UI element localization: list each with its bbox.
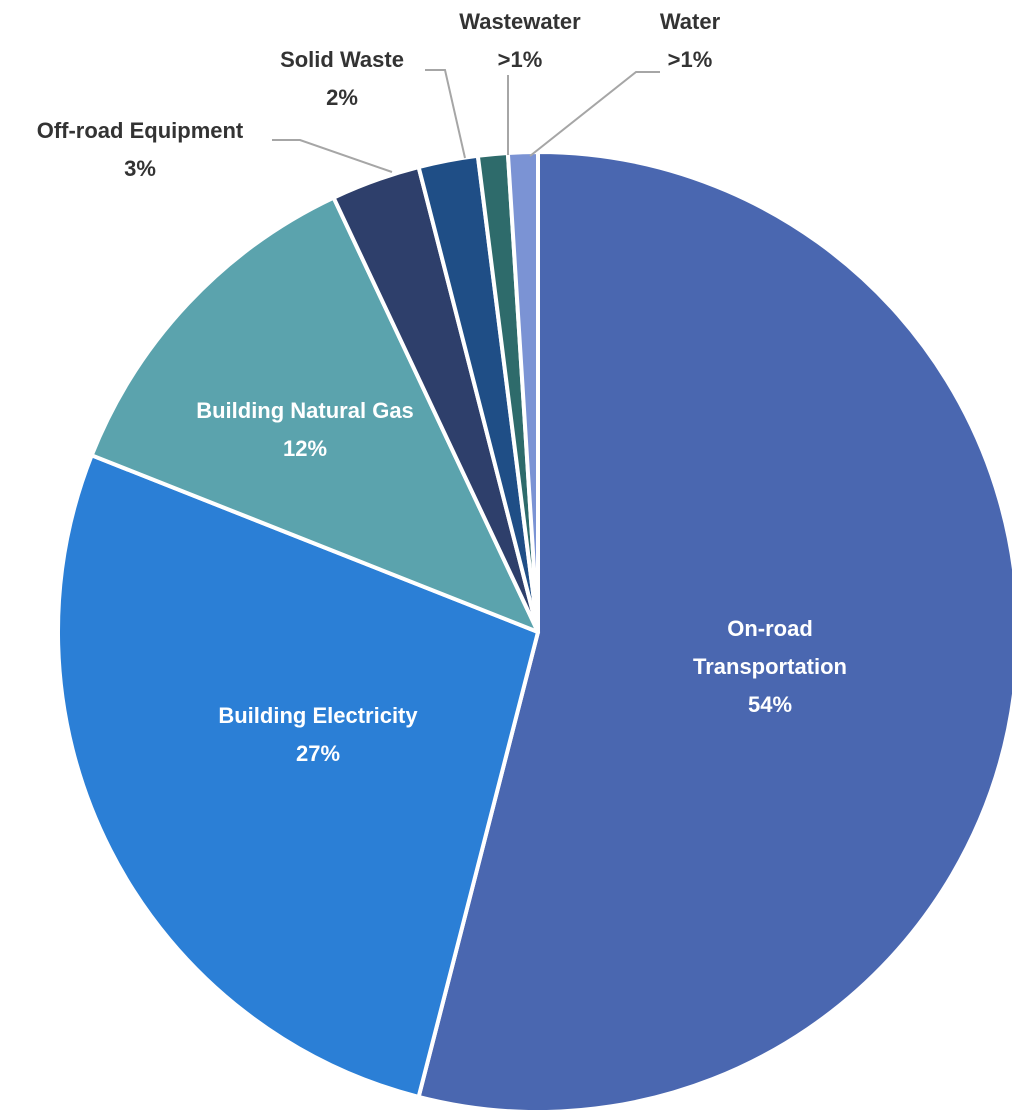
slice-name: Water — [659, 9, 721, 34]
slice-value: >1% — [497, 47, 543, 72]
pie-slice — [416, 150, 1012, 1110]
leader-line — [425, 69, 466, 159]
pie-slice — [89, 195, 540, 634]
slice-value: >1% — [667, 47, 713, 72]
slice-value: 2% — [326, 85, 358, 110]
slice-value: 3% — [124, 156, 156, 181]
slice-name: Building Electricity — [218, 703, 418, 728]
slice-label: Building Natural Gas 12% — [155, 392, 455, 468]
slice-label: Water >1% — [630, 3, 750, 79]
slice-label: Building Electricity 27% — [158, 697, 478, 773]
slice-name: Off-road Equipment — [36, 118, 244, 143]
slice-name: Building Natural Gas — [196, 398, 414, 423]
leader-line — [272, 139, 393, 173]
slice-label: Wastewater >1% — [420, 3, 620, 79]
leader-line — [529, 71, 660, 157]
slice-label: Off-road Equipment 3% — [0, 112, 290, 188]
slice-value: 27% — [295, 741, 341, 766]
slice-label: Solid Waste 2% — [242, 41, 442, 117]
pie-slice — [56, 453, 540, 1099]
slice-value: 54% — [747, 692, 793, 717]
slice-name: Solid Waste — [280, 47, 404, 72]
slice-name: Wastewater — [459, 9, 581, 34]
slice-label: On-road Transportation 54% — [660, 610, 880, 724]
slice-value: 12% — [282, 436, 328, 461]
slice-name: On-road Transportation — [692, 616, 847, 679]
